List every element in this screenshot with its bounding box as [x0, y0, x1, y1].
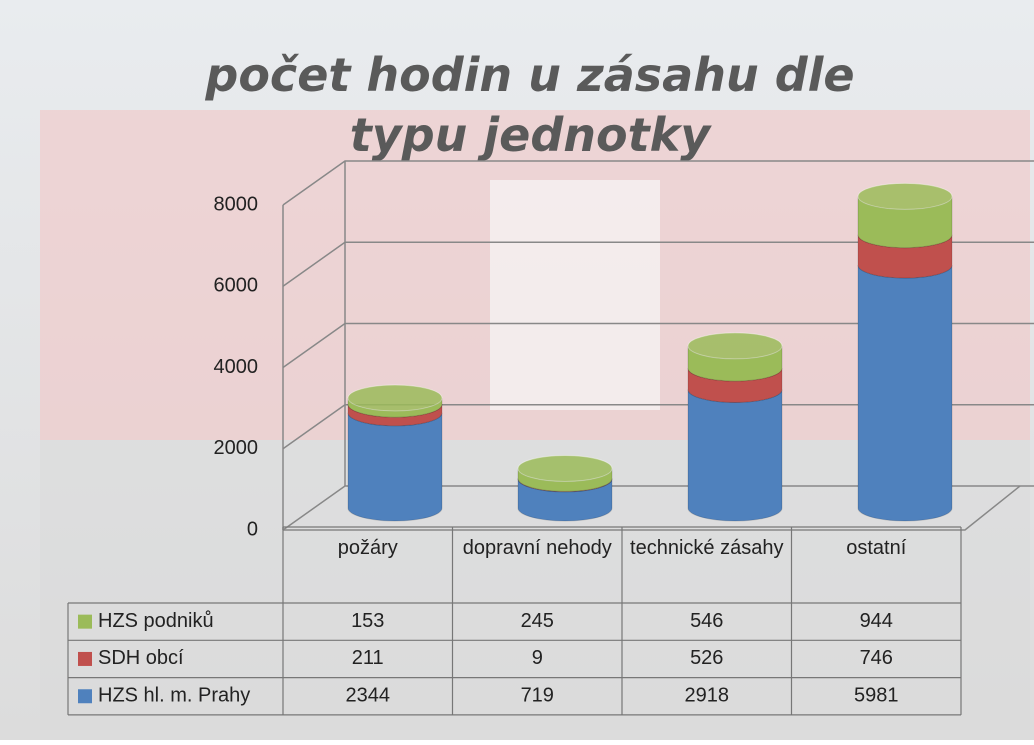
table-value: 719	[521, 685, 554, 707]
table-value: 5981	[854, 685, 899, 707]
x-tick-label: požáry	[288, 535, 448, 561]
cylinder-segment	[688, 389, 782, 521]
legend-label: SDH obcí	[98, 647, 184, 669]
legend-swatch	[78, 689, 92, 703]
legend-swatch	[78, 615, 92, 629]
y-tick-label: 4000	[214, 356, 259, 378]
cylinder-segment	[348, 413, 442, 521]
y-tick-label: 0	[247, 518, 258, 540]
table-value: 546	[690, 610, 723, 632]
legend-swatch	[78, 652, 92, 666]
cylinder-segment	[858, 265, 952, 521]
cylinder-top	[858, 183, 952, 209]
y-tick-label: 6000	[214, 275, 259, 297]
cylinder-top	[348, 385, 442, 411]
y-tick-label: 8000	[214, 193, 259, 215]
table-value: 211	[352, 647, 384, 669]
table-value: 746	[860, 647, 893, 669]
category-cell: dopravní nehody	[458, 535, 618, 605]
table-value: 153	[351, 610, 384, 632]
table-value: 245	[521, 610, 554, 632]
category-cell: ostatní	[797, 535, 957, 605]
table-value: 2918	[685, 685, 730, 707]
category-cell: požáry	[288, 535, 448, 605]
category-cell: technické zásahy	[627, 535, 787, 605]
background-shape	[490, 180, 660, 410]
chart-title: počet hodin u zásahu dle typu jednotky	[170, 45, 890, 165]
cylinder-top	[518, 455, 612, 481]
table-value: 944	[860, 610, 893, 632]
x-tick-label: dopravní nehody	[458, 535, 618, 561]
cylinder-top	[688, 333, 782, 359]
chart: počet hodin u zásahu dle typu jednotky 0…	[0, 0, 1034, 740]
x-tick-label: technické zásahy	[627, 535, 787, 561]
table-value: 9	[532, 647, 543, 669]
table-value: 2344	[346, 685, 391, 707]
legend-label: HZS podniků	[98, 610, 214, 632]
legend-label: HZS hl. m. Prahy	[98, 685, 250, 707]
y-tick-label: 2000	[214, 437, 259, 459]
title-box: počet hodin u zásahu dle typu jednotky	[170, 45, 890, 175]
table-value: 526	[690, 647, 723, 669]
x-tick-label: ostatní	[797, 535, 957, 561]
